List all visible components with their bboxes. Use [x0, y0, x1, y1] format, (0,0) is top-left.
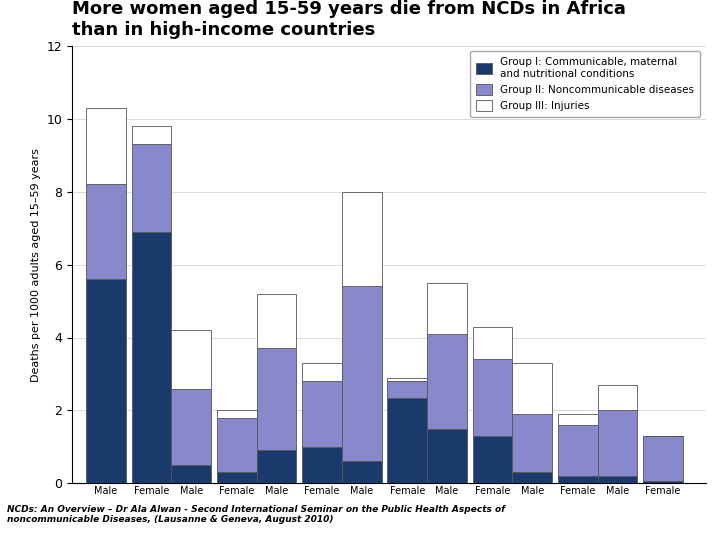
Bar: [132, 232, 171, 483]
Bar: [86, 108, 126, 185]
Legend: Group I: Communicable, maternal
and nutritional conditions, Group II: Noncommuni: Group I: Communicable, maternal and nutr…: [470, 51, 701, 117]
Bar: [558, 414, 598, 425]
Bar: [302, 381, 342, 447]
Bar: [217, 410, 257, 418]
Bar: [171, 330, 211, 388]
Bar: [387, 377, 427, 381]
Bar: [132, 126, 171, 144]
Bar: [558, 476, 598, 483]
Bar: [472, 436, 513, 483]
Bar: [387, 397, 427, 483]
Bar: [472, 359, 513, 436]
Bar: [342, 461, 382, 483]
Bar: [217, 418, 257, 472]
Bar: [342, 286, 382, 461]
Bar: [558, 425, 598, 476]
Bar: [387, 381, 427, 397]
Bar: [513, 472, 552, 483]
Bar: [598, 385, 637, 410]
Bar: [86, 279, 126, 483]
Bar: [513, 363, 552, 414]
Bar: [171, 388, 211, 465]
Bar: [132, 144, 171, 232]
Bar: [513, 414, 552, 472]
Bar: [257, 450, 297, 483]
Bar: [643, 482, 683, 483]
Bar: [257, 348, 297, 450]
Bar: [217, 472, 257, 483]
Bar: [472, 327, 513, 360]
Bar: [598, 410, 637, 476]
Bar: [302, 447, 342, 483]
Text: More women aged 15-59 years die from NCDs in Africa
than in high-income countrie: More women aged 15-59 years die from NCD…: [72, 0, 626, 39]
Bar: [427, 429, 467, 483]
Bar: [342, 192, 382, 286]
Bar: [427, 334, 467, 429]
Bar: [302, 363, 342, 381]
Bar: [86, 185, 126, 279]
Y-axis label: Deaths per 1000 adults aged 15–59 years: Deaths per 1000 adults aged 15–59 years: [31, 147, 41, 382]
Bar: [257, 294, 297, 348]
Bar: [171, 465, 211, 483]
Text: NCDs: An Overview – Dr Ala Alwan - Second International Seminar on the Public He: NCDs: An Overview – Dr Ala Alwan - Secon…: [7, 505, 505, 524]
Bar: [643, 436, 683, 482]
Bar: [427, 283, 467, 334]
Bar: [598, 476, 637, 483]
